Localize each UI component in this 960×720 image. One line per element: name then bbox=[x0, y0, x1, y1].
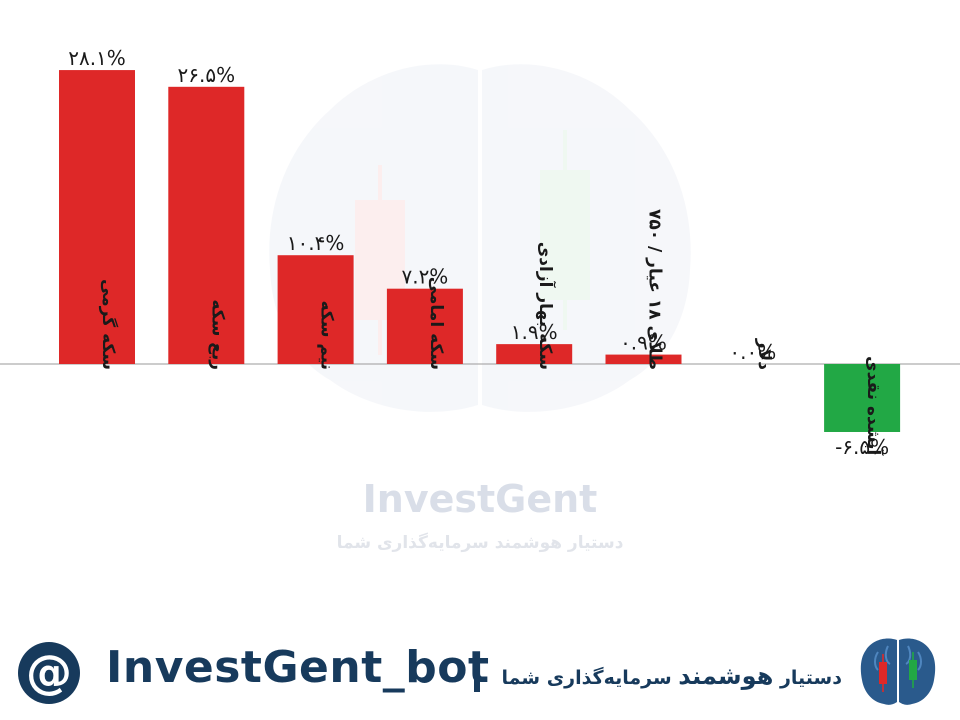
category-label-5: سکه بهار آزادی bbox=[535, 242, 557, 370]
labels-layer: ۲۸.۱% سکه گرمی ۲۶.۵% ربع سکه ۱۰.۴% نیم سکه ۷.۲… bbox=[68, 46, 889, 459]
category-label-4: سکه امامی bbox=[426, 277, 446, 370]
footer: @ InvestGent_bot دستیار هوشمند سرمایه‌گذ… bbox=[0, 628, 960, 720]
category-label-3: نیم سکه bbox=[317, 301, 337, 371]
bar-chart: InvestGent دستیار هوشمند سرمایه‌گذاری شم… bbox=[0, 46, 960, 553]
bar-4 bbox=[386, 288, 463, 364]
category-label-2: ربع سکه bbox=[207, 299, 227, 370]
value-label-4: ۷.۲% bbox=[401, 265, 448, 289]
value-label-2: ۲۶.۵% bbox=[178, 63, 236, 87]
tagline-prefix: دستیار bbox=[779, 667, 842, 689]
category-label-8: آبشده نقدی bbox=[863, 356, 885, 456]
value-label-5: ۱.۹% bbox=[511, 320, 558, 344]
bar-5 bbox=[496, 344, 573, 364]
bot-handle[interactable]: InvestGent_bot bbox=[106, 642, 490, 693]
value-label-1: ۲۸.۱% bbox=[68, 46, 126, 70]
bars-layer bbox=[59, 70, 901, 432]
tagline: دستیار هوشمند سرمایه‌گذاری شما bbox=[502, 662, 842, 690]
value-label-8: -۶.۵% bbox=[835, 435, 889, 459]
chart-area: InvestGent دستیار هوشمند سرمایه‌گذاری شم… bbox=[0, 46, 960, 553]
bar-8 bbox=[824, 364, 901, 432]
watermark-title: InvestGent bbox=[363, 477, 598, 521]
bar-3 bbox=[277, 255, 354, 364]
bar-6 bbox=[605, 354, 682, 364]
category-label-6: طلای ۱۸ عیار / ۷۵۰ bbox=[645, 209, 665, 370]
brain-candlestick-icon bbox=[860, 638, 936, 705]
category-label-7: دلار bbox=[754, 338, 774, 370]
at-icon[interactable]: @ bbox=[18, 642, 80, 704]
tagline-strong: هوشمند bbox=[678, 662, 774, 690]
category-label-1: سکه گرمی bbox=[98, 279, 119, 370]
value-label-3: ۱۰.۴% bbox=[287, 231, 345, 255]
value-label-7: ۰.۰% bbox=[729, 340, 776, 364]
bar-2 bbox=[168, 86, 245, 364]
watermark-subtitle: دستیار هوشمند سرمایه‌گذاری شما bbox=[337, 532, 624, 553]
value-label-6: ۰.۹% bbox=[620, 331, 667, 355]
footer-divider bbox=[474, 660, 480, 692]
bar-1 bbox=[59, 70, 135, 364]
tagline-suffix: سرمایه‌گذاری شما bbox=[501, 667, 672, 689]
